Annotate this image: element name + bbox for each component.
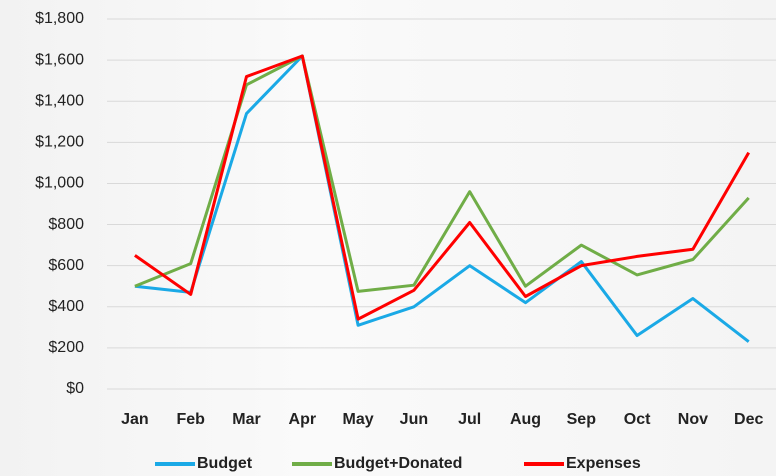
y-tick-label: $400 (48, 298, 84, 315)
legend-label: Budget (197, 455, 253, 472)
y-tick-label: $1,800 (35, 10, 84, 27)
legend-label: Expenses (566, 455, 641, 472)
x-tick-label: Jun (400, 411, 428, 428)
data-line (135, 56, 749, 319)
data-line (135, 56, 749, 342)
y-tick-label: $1,600 (35, 51, 84, 68)
y-tick-label: $1,400 (35, 92, 84, 109)
legend-label: Budget+Donated (334, 455, 462, 472)
x-tick-label: Sep (567, 411, 597, 428)
x-tick-label: Jul (458, 411, 481, 428)
y-tick-label: $1,200 (35, 134, 84, 151)
y-tick-label: $800 (48, 216, 84, 233)
x-tick-label: Feb (176, 411, 205, 428)
x-tick-label: Jan (121, 411, 149, 428)
x-tick-label: Oct (624, 411, 651, 428)
x-tick-label: Mar (232, 411, 260, 428)
y-tick-label: $600 (48, 257, 84, 274)
y-tick-label: $0 (66, 380, 84, 397)
y-tick-label: $200 (48, 339, 84, 356)
x-tick-label: Nov (678, 411, 708, 428)
x-tick-label: Aug (510, 411, 541, 428)
x-tick-label: May (343, 411, 374, 428)
y-tick-label: $1,000 (35, 175, 84, 192)
chart: $0 $200 $400 $600 $800 $1,000 $1,200 $1,400 $1,6… (0, 0, 776, 476)
x-tick-label: Dec (734, 411, 763, 428)
x-tick-label: Apr (289, 411, 317, 428)
